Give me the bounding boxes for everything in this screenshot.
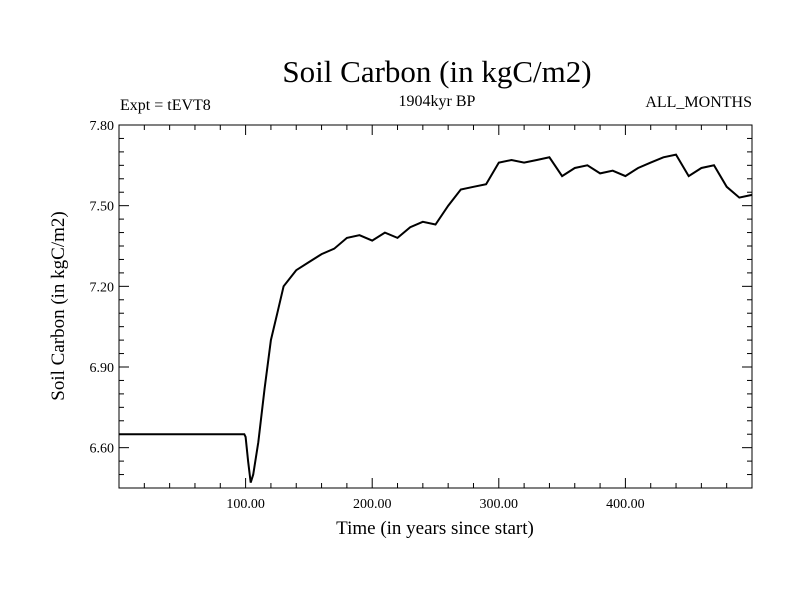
series-line-soil-carbon bbox=[119, 153, 753, 483]
y-axis-label: Soil Carbon (in kgC/m2) bbox=[48, 211, 69, 400]
axis-ticks bbox=[119, 125, 752, 488]
y-tick-labels: 6.60 6.90 7.20 7.50 7.80 bbox=[90, 119, 115, 457]
x-tick-label: 300.00 bbox=[480, 497, 519, 512]
y-tick-label: 7.20 bbox=[90, 280, 115, 295]
x-tick-label: 200.00 bbox=[353, 497, 392, 512]
x-axis-label: Time (in years since start) bbox=[336, 518, 534, 539]
subtitle-months: ALL_MONTHS bbox=[645, 94, 752, 111]
y-tick-label: 7.50 bbox=[90, 200, 115, 215]
chart-title: Soil Carbon (in kgC/m2) bbox=[282, 54, 591, 89]
x-tick-labels: 100.00 200.00 300.00 400.00 bbox=[226, 497, 644, 512]
subtitle-experiment: Expt = tEVT8 bbox=[120, 97, 211, 114]
y-tick-label: 6.90 bbox=[90, 361, 115, 376]
y-tick-label: 7.80 bbox=[90, 119, 115, 134]
plot-frame bbox=[118, 124, 753, 489]
y-tick-label: 6.60 bbox=[90, 442, 115, 457]
x-tick-label: 100.00 bbox=[226, 497, 265, 512]
subtitle-period: 1904kyr BP bbox=[399, 93, 476, 110]
x-tick-label: 400.00 bbox=[606, 497, 645, 512]
